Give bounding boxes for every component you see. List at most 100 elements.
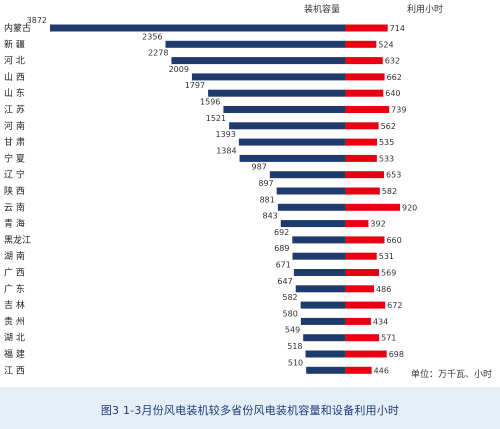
hours-value-label: 739 bbox=[391, 106, 406, 115]
hours-value-label: 582 bbox=[382, 187, 397, 196]
category-label: 河 南 bbox=[4, 120, 25, 132]
capacity-value-label: 2278 bbox=[148, 49, 168, 58]
capacity-bar bbox=[208, 89, 345, 97]
hours-bar bbox=[345, 334, 380, 342]
hours-value-label: 653 bbox=[386, 171, 401, 180]
hours-value-label: 486 bbox=[376, 285, 391, 294]
capacity-value-label: 510 bbox=[288, 358, 303, 367]
capacity-value-label: 1596 bbox=[200, 98, 220, 107]
hours-bar bbox=[345, 203, 400, 211]
capacity-value-label: 1384 bbox=[216, 146, 236, 155]
hours-value-label: 662 bbox=[387, 73, 402, 82]
capacity-bar bbox=[191, 73, 345, 81]
capacity-value-label: 881 bbox=[260, 195, 275, 204]
hours-bar bbox=[345, 236, 385, 244]
hours-bar bbox=[345, 350, 387, 358]
hours-bar bbox=[345, 285, 375, 293]
category-label: 甘 肃 bbox=[4, 136, 25, 148]
capacity-bar bbox=[277, 203, 345, 211]
hours-bar bbox=[345, 57, 383, 65]
hours-value-label: 434 bbox=[373, 317, 388, 326]
category-label: 江 西 bbox=[4, 365, 25, 376]
hours-bar bbox=[345, 89, 384, 97]
capacity-bar bbox=[171, 57, 345, 65]
hours-bar bbox=[345, 366, 372, 374]
capacity-bar bbox=[239, 154, 345, 162]
capacity-value-label: 518 bbox=[287, 342, 302, 351]
hours-bar bbox=[345, 220, 369, 228]
capacity-bar bbox=[229, 122, 345, 130]
capacity-bar bbox=[306, 366, 345, 374]
hours-value-label: 920 bbox=[402, 203, 417, 212]
hours-bar bbox=[345, 171, 385, 179]
hours-value-label: 446 bbox=[374, 366, 389, 375]
capacity-bar bbox=[238, 138, 345, 146]
hours-value-label: 535 bbox=[379, 138, 394, 147]
capacity-bar bbox=[300, 301, 345, 309]
category-label: 福 建 bbox=[4, 348, 25, 360]
capacity-bar bbox=[292, 252, 345, 260]
hours-value-label: 672 bbox=[387, 301, 402, 310]
category-label: 吉 林 bbox=[4, 299, 25, 311]
capacity-value-label: 549 bbox=[285, 326, 300, 335]
capacity-bar bbox=[165, 40, 345, 48]
hours-value-label: 632 bbox=[385, 57, 400, 66]
category-label: 江 苏 bbox=[4, 104, 25, 116]
hours-value-label: 714 bbox=[390, 24, 405, 33]
category-label: 山 西 bbox=[4, 72, 25, 83]
legend-hours: 利用小时 bbox=[407, 3, 443, 15]
legend: 装机容量 利用小时 bbox=[304, 3, 443, 15]
capacity-value-label: 692 bbox=[274, 228, 289, 237]
capacity-bar bbox=[269, 171, 345, 179]
hours-bar bbox=[345, 252, 377, 260]
hours-value-label: 569 bbox=[381, 269, 396, 278]
capacity-bar bbox=[223, 106, 345, 113]
capacity-value-label: 843 bbox=[262, 212, 277, 221]
capacity-value-label: 987 bbox=[252, 163, 267, 172]
category-label: 新 疆 bbox=[4, 38, 25, 50]
chart-caption: 图3 1-3月份风电装机较多省份风电装机容量和设备利用小时 bbox=[100, 404, 400, 417]
hours-bar bbox=[345, 301, 386, 309]
caption-band bbox=[0, 387, 500, 429]
hours-bar bbox=[345, 187, 380, 195]
hours-bar bbox=[345, 269, 380, 276]
capacity-value-label: 3872 bbox=[27, 16, 47, 25]
capacity-bar bbox=[293, 269, 345, 276]
hours-value-label: 392 bbox=[370, 220, 385, 229]
hours-value-label: 660 bbox=[386, 236, 401, 245]
capacity-value-label: 689 bbox=[274, 244, 289, 253]
hours-bar bbox=[345, 24, 388, 32]
capacity-value-label: 580 bbox=[283, 309, 298, 318]
capacity-bar bbox=[292, 236, 345, 244]
category-label: 云 南 bbox=[4, 201, 25, 213]
category-label: 广 西 bbox=[4, 267, 25, 279]
hours-bar bbox=[345, 106, 390, 113]
category-label: 辽 宁 bbox=[4, 169, 25, 181]
category-label: 河 北 bbox=[4, 55, 25, 67]
hours-bar bbox=[345, 154, 377, 162]
capacity-bar bbox=[300, 317, 345, 325]
capacity-value-label: 1521 bbox=[206, 114, 226, 123]
capacity-value-label: 582 bbox=[282, 293, 297, 302]
hours-bars: 7145246326626407395625355336535829203926… bbox=[345, 24, 417, 375]
category-label: 黑龙江 bbox=[4, 234, 31, 246]
hours-bar bbox=[345, 317, 371, 325]
hours-value-label: 640 bbox=[385, 89, 400, 98]
category-label: 山 东 bbox=[4, 87, 25, 99]
capacity-value-label: 1393 bbox=[216, 130, 236, 139]
capacity-value-label: 671 bbox=[276, 261, 291, 270]
category-label: 广 东 bbox=[4, 283, 25, 295]
capacity-bar bbox=[280, 220, 345, 228]
category-label: 贵 州 bbox=[4, 315, 25, 327]
category-label: 内蒙古 bbox=[4, 22, 31, 34]
hours-value-label: 571 bbox=[381, 334, 396, 343]
capacity-bar bbox=[305, 350, 345, 358]
capacity-value-label: 2356 bbox=[142, 32, 162, 41]
capacity-value-label: 1797 bbox=[185, 81, 205, 90]
hours-bar bbox=[345, 138, 377, 146]
category-label: 陕 西 bbox=[4, 185, 25, 197]
category-label: 青 海 bbox=[4, 218, 25, 230]
